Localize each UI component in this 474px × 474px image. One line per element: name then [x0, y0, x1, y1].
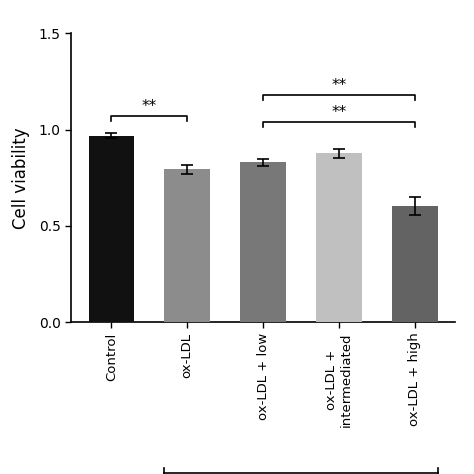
Bar [89, 136, 134, 322]
Bar [316, 153, 362, 322]
Text: **: ** [142, 99, 157, 114]
Bar [164, 170, 210, 322]
Bar [240, 162, 286, 322]
Text: **: ** [331, 78, 346, 93]
Text: **: ** [331, 105, 346, 120]
Y-axis label: Cell viability: Cell viability [12, 127, 30, 228]
Bar [392, 206, 438, 322]
